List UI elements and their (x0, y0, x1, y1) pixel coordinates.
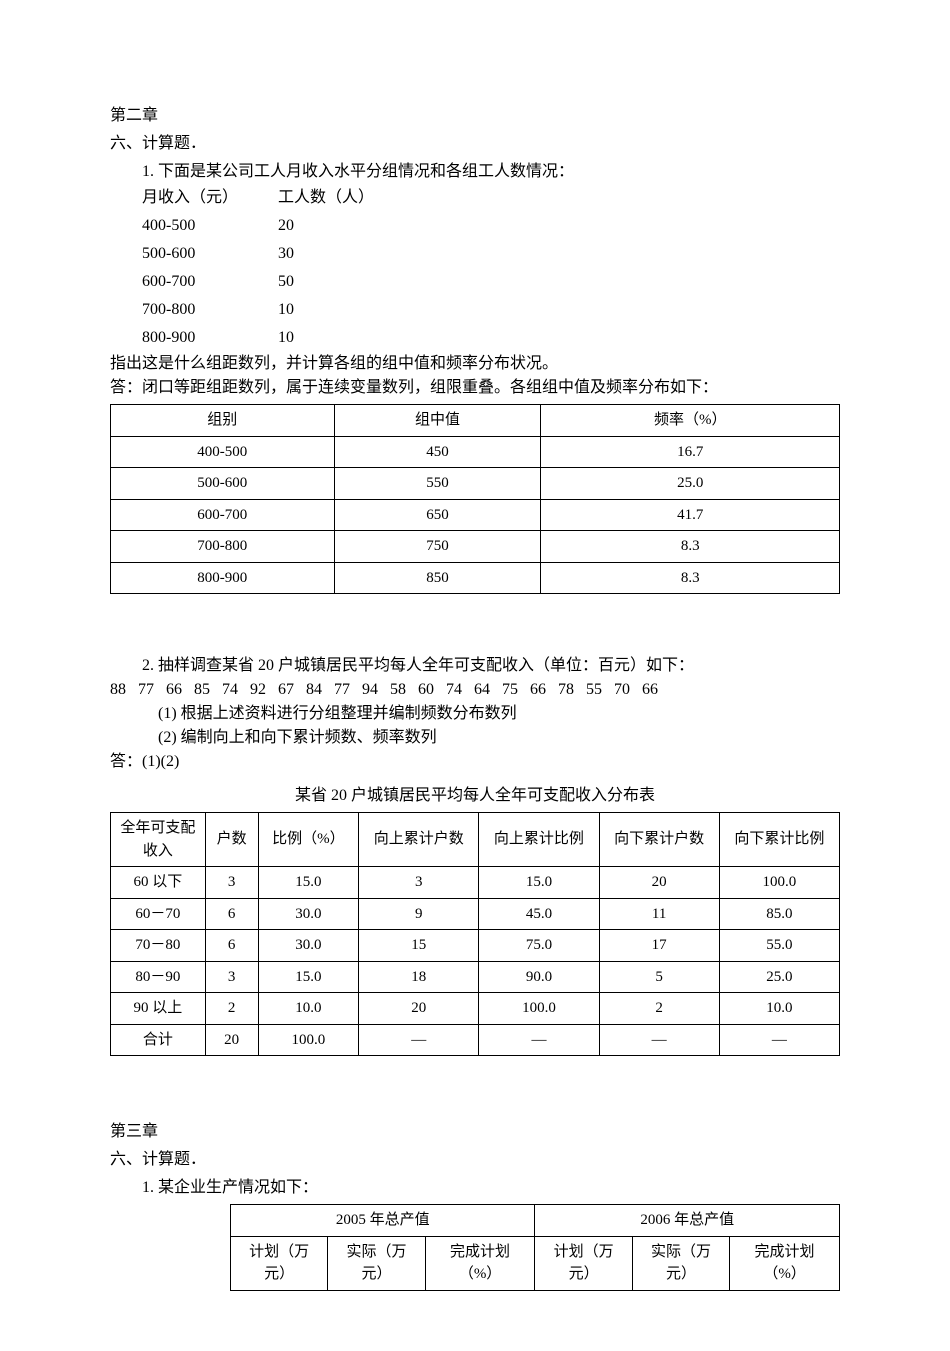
col-income: 月收入（元） (142, 184, 278, 212)
table-row: 700-8007508.3 (111, 531, 840, 563)
chapter-title: 第三章 (110, 1120, 840, 1144)
th: 计划（万元） (535, 1236, 632, 1290)
chapter-title: 第二章 (110, 104, 840, 128)
section-heading: 六、计算题． (110, 132, 840, 156)
col-count: 工人数（人） (278, 184, 414, 212)
table-row: 600-70065041.7 (111, 499, 840, 531)
q1-task: 指出这是什么组距数列，并计算各组的组中值和频率分布状况。 (110, 352, 840, 376)
q2-sub2: (2) 编制向上和向下累计频数、频率数列 (110, 726, 840, 750)
chapter-3: 第三章 六、计算题． 1. 某企业生产情况如下： 2005 年总产值 2006 … (110, 1120, 840, 1291)
chapter-2: 第二章 六、计算题． 1. 下面是某公司工人月收入水平分组情况和各组工人数情况：… (110, 104, 840, 1056)
table-row: 70－80630.01575.01755.0 (111, 930, 840, 962)
th: 完成计划（%） (730, 1236, 840, 1290)
table-subheader-row: 计划（万元） 实际（万元） 完成计划（%） 计划（万元） 实际（万元） 完成计划… (231, 1236, 840, 1290)
section-heading: 六、计算题． (110, 1148, 840, 1172)
table-header-row: 全年可支配收入 户数 比例（%） 向上累计户数 向上累计比例 向下累计户数 向下… (111, 813, 840, 867)
list-header: 月收入（元） 工人数（人） (142, 184, 414, 212)
th: 向下累计户数 (599, 813, 719, 867)
q2-sub1: (1) 根据上述资料进行分组整理并编制频数分布数列 (110, 702, 840, 726)
th: 向上累计比例 (479, 813, 599, 867)
th: 向下累计比例 (719, 813, 839, 867)
th-freq: 频率（%） (541, 405, 840, 437)
q1-answer-intro: 答：闭口等距组距数列，属于连续变量数列，组限重叠。各组组中值及频率分布如下： (110, 376, 840, 400)
q1-prompt: 1. 某企业生产情况如下： (110, 1176, 840, 1200)
th: 实际（万元） (328, 1236, 425, 1290)
th: 户数 (205, 813, 258, 867)
th: 实际（万元） (632, 1236, 729, 1290)
list-row: 800-90010 (142, 324, 414, 352)
table-row: 400-50045016.7 (111, 436, 840, 468)
th: 向上累计户数 (359, 813, 479, 867)
list-row: 700-80010 (142, 296, 414, 324)
list-row: 600-70050 (142, 268, 414, 296)
th-group-2005: 2005 年总产值 (231, 1205, 535, 1237)
q2-answer-table: 全年可支配收入 户数 比例（%） 向上累计户数 向上累计比例 向下累计户数 向下… (110, 812, 840, 1056)
th: 全年可支配收入 (111, 813, 206, 867)
th-group-2006: 2006 年总产值 (535, 1205, 840, 1237)
table-row: 80－90315.01890.0525.0 (111, 961, 840, 993)
q2-prompt: 2. 抽样调查某省 20 户城镇居民平均每人全年可支配收入（单位：百元）如下： (110, 654, 840, 678)
table-row: 60－70630.0945.01185.0 (111, 898, 840, 930)
table-header-row: 组别 组中值 频率（%） (111, 405, 840, 437)
table-row: 800-9008508.3 (111, 562, 840, 594)
q1-prompt: 1. 下面是某公司工人月收入水平分组情况和各组工人数情况： (110, 160, 840, 184)
th-mid: 组中值 (334, 405, 541, 437)
q1-answer-table: 组别 组中值 频率（%） 400-50045016.7 500-60055025… (110, 404, 840, 594)
q2-answer-label: 答：(1)(2) (110, 750, 840, 774)
table-row: 500-60055025.0 (111, 468, 840, 500)
list-row: 500-60030 (142, 240, 414, 268)
list-row: 400-50020 (142, 212, 414, 240)
th-group: 组别 (111, 405, 335, 437)
q1-data-list: 月收入（元） 工人数（人） 400-50020 500-60030 600-70… (142, 184, 414, 352)
table-header-row: 2005 年总产值 2006 年总产值 (231, 1205, 840, 1237)
th: 比例（%） (258, 813, 359, 867)
table-row: 合计20100.0———— (111, 1024, 840, 1056)
q2-table-caption: 某省 20 户城镇居民平均每人全年可支配收入分布表 (110, 784, 840, 808)
q1-table: 2005 年总产值 2006 年总产值 计划（万元） 实际（万元） 完成计划（%… (230, 1204, 840, 1291)
th: 完成计划（%） (425, 1236, 535, 1290)
q2-numbers: 88 77 66 85 74 92 67 84 77 94 58 60 74 6… (110, 678, 840, 702)
table-row: 90 以上210.020100.0210.0 (111, 993, 840, 1025)
th: 计划（万元） (231, 1236, 328, 1290)
table-row: 60 以下315.0315.020100.0 (111, 867, 840, 899)
